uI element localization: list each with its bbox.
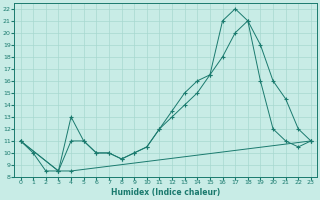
X-axis label: Humidex (Indice chaleur): Humidex (Indice chaleur) [111, 188, 220, 197]
